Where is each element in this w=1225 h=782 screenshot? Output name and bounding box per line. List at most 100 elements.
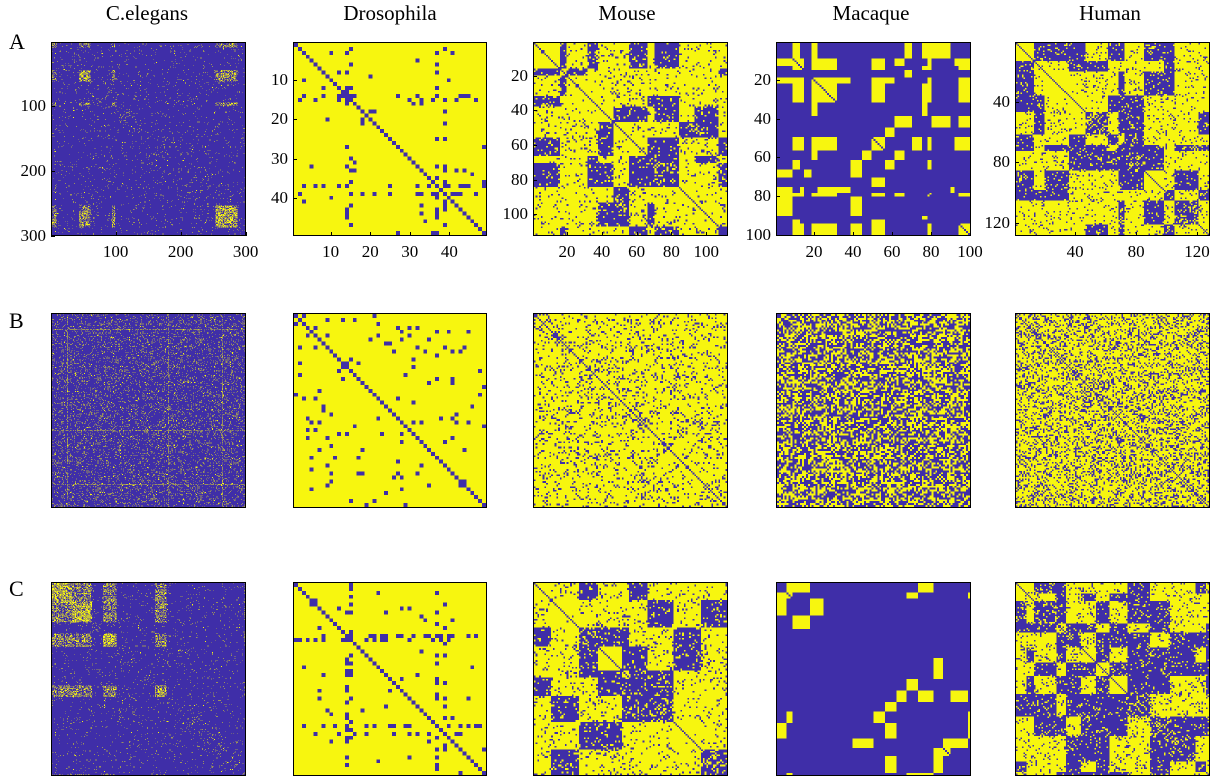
adjacency-heatmap: [1016, 314, 1209, 507]
x-tick-label: 100: [102, 242, 129, 261]
y-tick-mark: [776, 235, 780, 237]
y-tick-label: 40: [511, 100, 528, 120]
y-tick-label: 100: [20, 96, 47, 116]
matrix-panel-c-1: [51, 582, 246, 776]
x-tick-label: 120: [1184, 242, 1210, 261]
y-tick-mark: [533, 179, 537, 181]
adjacency-heatmap: [1016, 43, 1209, 235]
column-title-macaque: Macaque: [832, 1, 910, 25]
x-tick-mark: [1197, 232, 1199, 236]
y-tick-label: 40: [754, 108, 771, 128]
y-tick-mark: [533, 110, 537, 112]
y-tick-label: 20: [511, 65, 528, 85]
y-tick-label: 60: [511, 135, 528, 155]
x-tick-mark: [245, 232, 247, 236]
y-tick-label: 20: [754, 69, 771, 89]
x-tick-label: 80: [662, 242, 680, 261]
x-tick-mark: [566, 232, 568, 236]
y-tick-mark: [776, 79, 780, 81]
x-tick-label: 30: [401, 242, 419, 261]
matrix-panel-c-5: [1015, 582, 1210, 776]
y-tick-mark: [293, 79, 297, 81]
y-tick-label: 100: [502, 204, 529, 224]
row-label-b: B: [9, 308, 24, 333]
x-tick-mark: [180, 232, 182, 236]
y-tick-label: 200: [20, 161, 47, 180]
matrix-panel-c-2: [293, 582, 487, 776]
row-label-c: C: [9, 576, 24, 601]
x-tick-mark: [636, 232, 638, 236]
x-tick-label: 20: [805, 242, 823, 261]
x-tick-label: 10: [322, 242, 340, 261]
y-tick-label: 80: [993, 152, 1010, 172]
column-title-mouse: Mouse: [598, 1, 656, 25]
x-tick-label: 100: [957, 242, 983, 261]
adjacency-heatmap: [294, 583, 486, 775]
x-tick-label: 60: [883, 242, 901, 261]
y-tick-mark: [293, 158, 297, 160]
x-tick-label: 40: [593, 242, 611, 261]
x-tick-mark: [853, 232, 855, 236]
x-tick-mark: [601, 232, 603, 236]
matrix-panel-b-3: [533, 313, 728, 508]
matrix-panel-b-1: [51, 313, 246, 508]
x-tick-label: 300: [232, 242, 259, 261]
y-tick-mark: [776, 118, 780, 120]
matrix-panel-a-3: [533, 42, 728, 236]
y-tick-label: 10: [271, 69, 288, 89]
matrix-panel-b-5: [1015, 313, 1210, 508]
x-tick-label: 20: [558, 242, 576, 261]
y-tick-mark: [533, 75, 537, 77]
x-tick-label: 20: [361, 242, 379, 261]
matrix-panel-c-4: [776, 582, 971, 776]
y-tick-mark: [1015, 101, 1019, 103]
matrix-panel-b-4: [776, 313, 971, 508]
adjacency-heatmap: [294, 43, 486, 235]
x-tick-mark: [115, 232, 117, 236]
y-tick-label: 40: [993, 91, 1010, 111]
x-tick-mark: [330, 232, 332, 236]
y-tick-label: 120: [984, 213, 1011, 233]
y-tick-mark: [1015, 223, 1019, 225]
adjacency-heatmap: [534, 314, 727, 507]
x-tick-mark: [931, 232, 933, 236]
y-tick-mark: [51, 235, 55, 237]
column-title-drosophila: Drosophila: [343, 1, 437, 25]
row-label-a: A: [9, 29, 25, 54]
y-tick-label: 100: [745, 225, 772, 245]
matrix-panel-a-4: [776, 42, 971, 236]
adjacency-heatmap: [1016, 583, 1209, 775]
x-tick-label: 80: [922, 242, 940, 261]
adjacency-heatmap: [52, 314, 245, 507]
y-tick-mark: [776, 196, 780, 198]
adjacency-heatmap: [777, 43, 970, 235]
adjacency-heatmap: [52, 43, 245, 235]
y-tick-mark: [776, 157, 780, 159]
x-tick-mark: [1075, 232, 1077, 236]
y-tick-mark: [533, 214, 537, 216]
x-tick-mark: [814, 232, 816, 236]
x-tick-mark: [370, 232, 372, 236]
matrix-panel-c-3: [533, 582, 728, 776]
x-tick-mark: [1136, 232, 1138, 236]
x-tick-mark: [706, 232, 708, 236]
y-tick-label: 80: [754, 186, 771, 206]
x-tick-label: 100: [693, 242, 719, 261]
y-tick-label: 80: [511, 169, 528, 189]
matrix-panel-a-2: [293, 42, 487, 236]
y-tick-mark: [51, 106, 55, 108]
adjacency-heatmap: [294, 314, 486, 507]
x-tick-mark: [970, 232, 972, 236]
column-title-human: Human: [1079, 1, 1141, 25]
x-tick-label: 80: [1127, 242, 1145, 261]
y-tick-mark: [1015, 162, 1019, 164]
y-tick-label: 30: [271, 148, 288, 168]
y-tick-mark: [533, 145, 537, 147]
adjacency-heatmap: [777, 583, 970, 775]
y-tick-label: 20: [271, 109, 288, 129]
x-tick-label: 200: [167, 242, 194, 261]
y-tick-label: 60: [754, 147, 771, 167]
x-tick-mark: [671, 232, 673, 236]
matrix-panel-a-5: [1015, 42, 1210, 236]
